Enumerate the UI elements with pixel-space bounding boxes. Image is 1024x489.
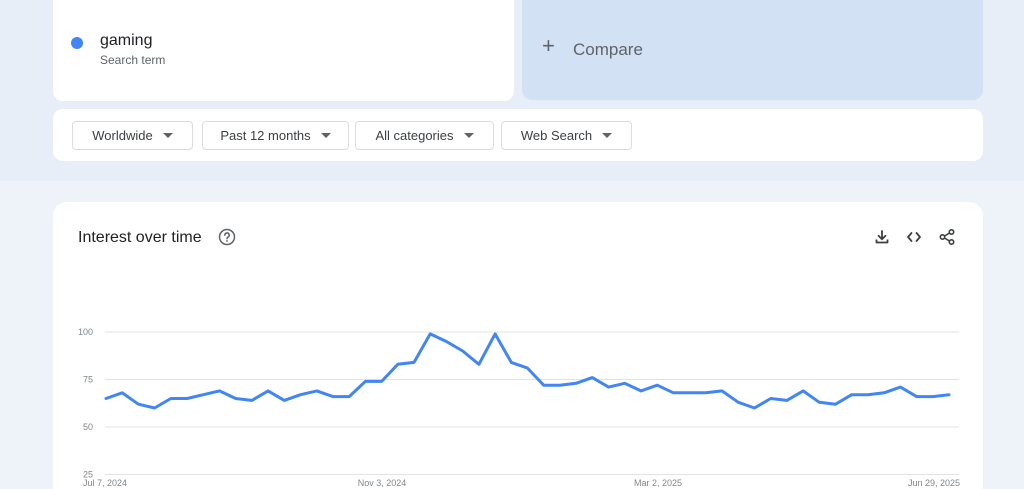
y-tick-label: 100: [78, 327, 93, 337]
time-range-dropdown[interactable]: Past 12 months: [202, 121, 349, 150]
chart-title: Interest over time: [78, 229, 202, 246]
region-dropdown-label: Worldwide: [92, 128, 153, 143]
filter-bar: Worldwide Past 12 months All categories …: [53, 109, 983, 161]
compare-label: Compare: [573, 40, 643, 59]
search-term-card[interactable]: gaming Search term: [53, 0, 514, 101]
y-tick-label: 75: [83, 375, 93, 385]
search-term-name[interactable]: gaming: [100, 32, 153, 49]
search-type-dropdown[interactable]: Web Search: [501, 121, 632, 150]
help-icon[interactable]: [218, 228, 236, 246]
x-tick-label: Jul 7, 2024: [83, 478, 127, 488]
embed-code-icon[interactable]: [905, 228, 923, 246]
interest-over-time-card: Interest over time 25 50 75 100 Jul 7, 2024 N…: [53, 202, 983, 489]
download-icon[interactable]: [873, 228, 891, 246]
interest-line-chart: 25 50 75 100 Jul 7, 2024 Nov 3, 2024 Mar 2, 20…: [78, 327, 960, 488]
region-dropdown[interactable]: Worldwide: [72, 121, 193, 150]
caret-down-icon: [320, 133, 331, 138]
compare-button[interactable]: + Compare: [522, 0, 983, 100]
y-tick-label: 25: [83, 470, 93, 480]
share-icon[interactable]: [938, 228, 956, 246]
search-type-dropdown-label: Web Search: [520, 128, 593, 143]
search-term-label: Search term: [100, 53, 166, 67]
plus-icon: +: [542, 33, 555, 58]
caret-down-icon: [162, 133, 173, 138]
category-dropdown[interactable]: All categories: [355, 121, 494, 150]
x-tick-label: Mar 2, 2025: [634, 478, 682, 488]
x-tick-label: Jun 29, 2025: [908, 478, 960, 488]
time-range-dropdown-label: Past 12 months: [220, 128, 311, 143]
caret-down-icon: [602, 133, 613, 138]
caret-down-icon: [463, 133, 474, 138]
series-line-gaming: [104, 332, 951, 410]
series-color-dot: [71, 37, 83, 49]
x-tick-label: Nov 3, 2024: [358, 478, 407, 488]
y-tick-label: 50: [83, 422, 93, 432]
category-dropdown-label: All categories: [375, 128, 454, 143]
